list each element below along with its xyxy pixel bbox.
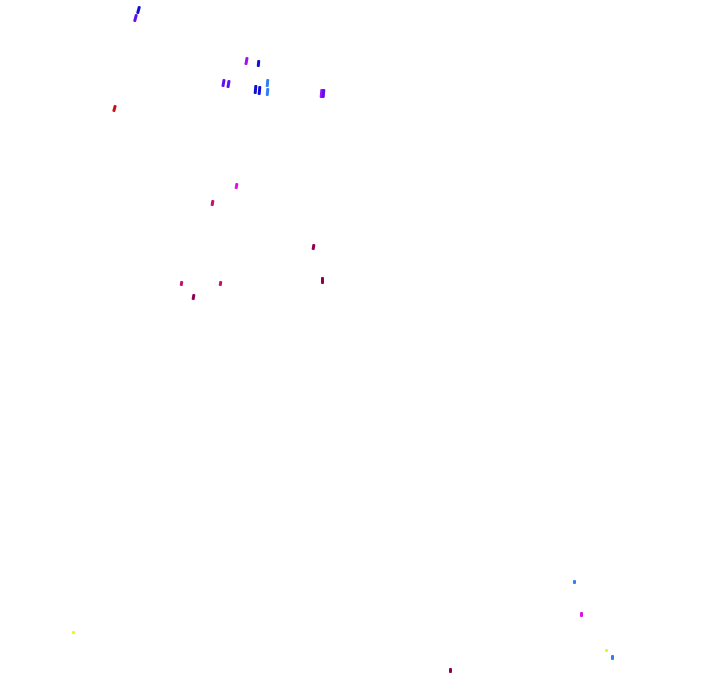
color-stroke xyxy=(573,580,576,584)
color-stroke xyxy=(265,87,270,97)
color-stroke xyxy=(321,277,324,284)
color-stroke xyxy=(321,88,326,99)
color-stroke xyxy=(179,280,184,287)
color-stroke xyxy=(605,649,608,652)
color-stroke xyxy=(191,293,196,301)
color-stroke xyxy=(257,85,262,96)
color-stroke xyxy=(210,199,215,207)
color-stroke xyxy=(218,280,223,287)
color-stroke xyxy=(234,182,239,190)
color-stroke xyxy=(611,655,614,660)
color-stroke xyxy=(449,668,452,673)
color-stroke xyxy=(265,78,270,88)
color-stroke xyxy=(112,104,117,113)
color-stroke xyxy=(580,612,583,617)
color-stroke xyxy=(311,243,316,251)
color-stroke xyxy=(256,59,261,68)
color-stroke xyxy=(244,56,249,66)
color-stroke xyxy=(136,5,141,15)
color-stroke xyxy=(72,631,75,634)
color-stroke xyxy=(221,78,226,88)
color-stroke xyxy=(133,13,138,23)
color-stroke xyxy=(226,79,231,89)
